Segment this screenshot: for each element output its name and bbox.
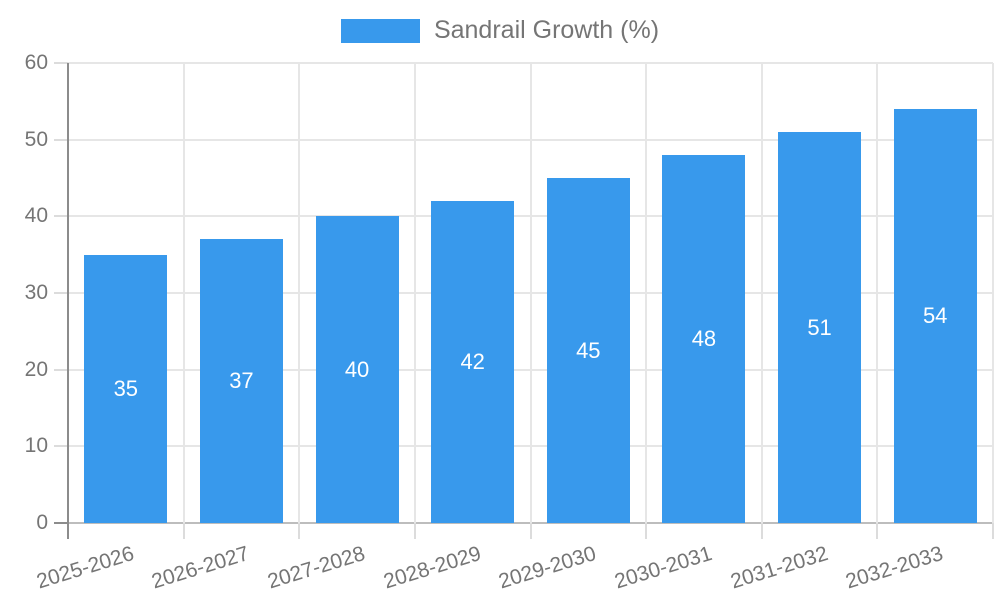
y-tick-label: 30 <box>24 281 48 304</box>
bar: 51 <box>778 132 862 523</box>
bar: 40 <box>315 216 399 523</box>
x-axis-tick <box>992 523 994 539</box>
gridline-vertical <box>529 63 532 523</box>
legend-label: Sandrail Growth (%) <box>433 16 660 44</box>
y-axis-tick <box>54 522 68 524</box>
y-axis-tick <box>54 445 68 448</box>
y-tick-label: 0 <box>36 511 48 534</box>
x-axis-tick <box>529 523 532 539</box>
gridline-vertical <box>298 63 301 523</box>
y-axis-tick <box>54 62 68 64</box>
y-tick-label: 60 <box>24 51 48 74</box>
y-tick-label: 10 <box>24 434 48 458</box>
chart-legend[interactable]: Sandrail Growth (%) <box>0 16 1000 45</box>
y-axis-line <box>67 63 69 539</box>
bar-value-label: 54 <box>922 303 948 328</box>
y-tick-label: 20 <box>24 357 48 381</box>
bar: 48 <box>662 155 746 523</box>
bar: 37 <box>199 239 283 523</box>
y-tick-label: 50 <box>24 127 48 151</box>
y-axis-tick <box>54 368 68 371</box>
bar-value-label: 35 <box>113 375 139 401</box>
bar: 54 <box>893 109 977 523</box>
y-tick-label: 40 <box>24 204 48 228</box>
legend-swatch <box>340 18 420 43</box>
bar-value-label: 40 <box>344 356 370 382</box>
gridline-vertical <box>992 63 994 523</box>
x-axis-tick <box>760 523 763 539</box>
gridline-vertical <box>413 63 416 523</box>
gridline-vertical <box>876 63 879 523</box>
x-axis-tick <box>876 523 879 539</box>
x-axis-tick <box>298 523 301 539</box>
bar: 42 <box>431 201 515 523</box>
gridline-vertical <box>760 63 763 523</box>
y-axis-tick <box>54 292 68 294</box>
x-axis-tick <box>182 523 185 539</box>
bar-value-label: 45 <box>576 337 601 363</box>
bar: 45 <box>546 178 630 523</box>
bar-value-label: 42 <box>460 349 485 374</box>
x-axis-tick <box>645 523 648 539</box>
x-axis-tick <box>413 523 416 539</box>
y-axis-tick <box>54 138 68 141</box>
bar-value-label: 48 <box>691 326 717 351</box>
bar: 35 <box>84 254 168 523</box>
y-axis-tick <box>54 215 68 218</box>
gridline-vertical <box>182 63 185 523</box>
gridline-vertical <box>645 63 648 523</box>
bar-value-label: 51 <box>807 314 832 340</box>
bar-value-label: 37 <box>229 368 254 394</box>
